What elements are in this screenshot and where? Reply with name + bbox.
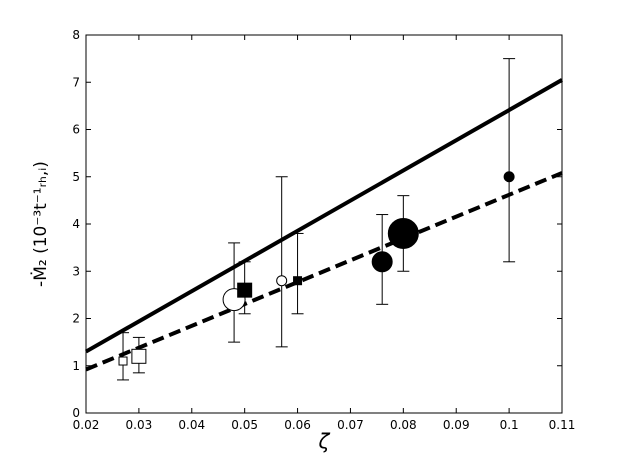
x-axis-label: ζ: [318, 429, 331, 453]
x-tick-label: 0.05: [231, 418, 258, 432]
marker: [387, 217, 419, 249]
marker: [293, 276, 303, 286]
x-tick-label: 0.06: [284, 418, 311, 432]
x-tick-label: 0.03: [126, 418, 153, 432]
marker: [118, 356, 128, 366]
y-axis-label: -Ṁ₂ (10⁻³t⁻¹ᵣₕ,ᵢ): [30, 161, 51, 287]
marker: [237, 282, 253, 298]
marker: [503, 171, 515, 183]
marker: [276, 275, 288, 287]
y-tick-label: 3: [72, 264, 80, 278]
y-tick-label: 7: [72, 75, 80, 89]
marker: [131, 348, 147, 364]
fit-line: [85, 78, 563, 354]
x-tick-label: 0.07: [337, 418, 364, 432]
y-tick-label: 2: [72, 312, 80, 326]
y-tick-label: 5: [72, 170, 80, 184]
y-tick-label: 1: [72, 359, 80, 373]
x-tick-label: 0.04: [178, 418, 205, 432]
marker: [371, 251, 393, 273]
y-tick-label: 0: [72, 406, 80, 420]
fit-line: [85, 171, 563, 372]
x-tick-label: 0.08: [390, 418, 417, 432]
x-tick-label: 0.1: [500, 418, 519, 432]
y-tick-label: 4: [72, 217, 80, 231]
x-tick-label: 0.11: [549, 418, 576, 432]
x-tick-label: 0.09: [443, 418, 470, 432]
x-tick-label: 0.02: [73, 418, 100, 432]
y-tick-label: 8: [72, 28, 80, 42]
y-tick-label: 6: [72, 123, 80, 137]
plot-frame: [85, 34, 563, 414]
